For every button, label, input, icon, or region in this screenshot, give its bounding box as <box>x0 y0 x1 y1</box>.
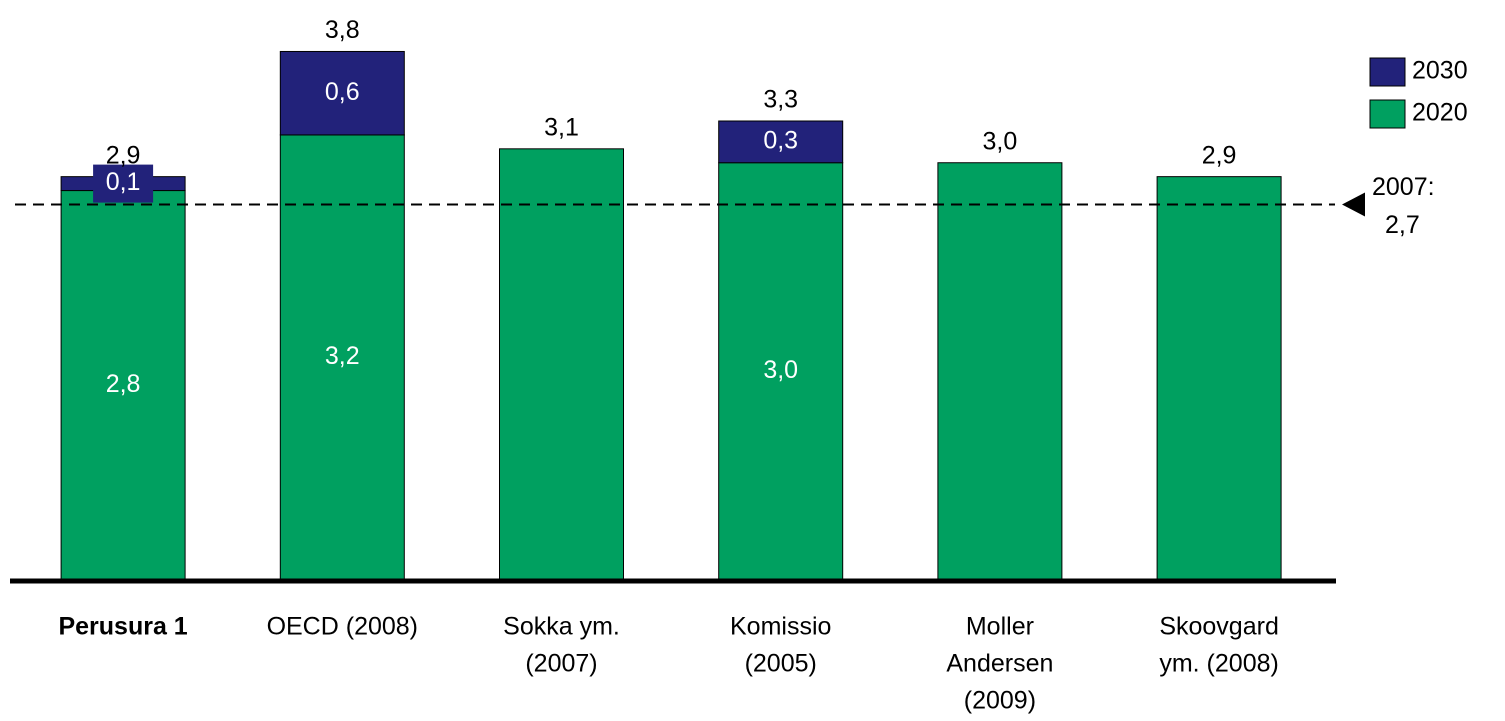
x-tick-label: ym. (2008) <box>1159 650 1278 678</box>
value-label: 3,1 <box>544 113 579 141</box>
value-label-background <box>93 164 154 203</box>
x-tick-label: Moller <box>966 613 1034 641</box>
value-label: 0,6 <box>325 78 360 106</box>
reference-label: 2007: <box>1372 173 1435 201</box>
x-tick-label: (2007) <box>525 650 597 678</box>
x-tick-label: Sokka ym. <box>503 613 620 641</box>
x-tick-label: (2009) <box>964 687 1036 715</box>
legend-label: 2020 <box>1412 99 1468 127</box>
x-tick-label: Komissio <box>730 613 831 641</box>
bar-segment <box>279 50 405 136</box>
bar-segment <box>1156 176 1282 581</box>
legend-label: 2030 <box>1412 57 1468 85</box>
reference-value-label: 2,7 <box>1385 211 1420 239</box>
value-label: 3,0 <box>763 356 798 384</box>
legend-swatch <box>1369 57 1406 87</box>
bar-segment <box>279 134 405 581</box>
total-label: 3,8 <box>325 16 360 44</box>
value-label: 0,1 <box>106 168 141 196</box>
legend-swatch <box>1369 99 1406 129</box>
value-label: 0,3 <box>763 126 798 154</box>
x-tick-label: Perusura 1 <box>58 613 187 641</box>
value-label: 2,9 <box>1202 141 1237 169</box>
bar-segment <box>718 120 844 164</box>
x-tick-label: (2005) <box>745 650 817 678</box>
bar-segment <box>937 162 1063 581</box>
reference-marker <box>1342 192 1365 217</box>
x-tick-label: Skoovgard <box>1159 613 1279 641</box>
total-label: 2,9 <box>106 141 141 169</box>
value-label: 2,8 <box>106 370 141 398</box>
bar-segment <box>499 148 624 581</box>
bar-segment <box>60 190 186 581</box>
x-tick-label: OECD (2008) <box>267 613 418 641</box>
total-label: 3,3 <box>763 86 798 114</box>
x-tick-label: Andersen <box>946 650 1053 678</box>
value-label: 3,2 <box>325 342 360 370</box>
value-label: 3,0 <box>983 127 1018 155</box>
